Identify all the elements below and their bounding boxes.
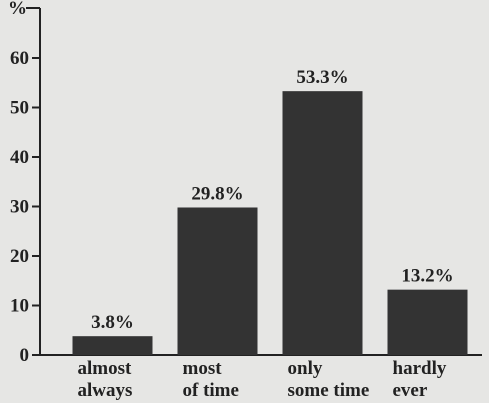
value-label: 53.3%: [296, 67, 348, 88]
x-tick-label: almost always: [78, 358, 133, 401]
bar: [72, 336, 153, 355]
x-tick-label: most of time: [183, 358, 239, 401]
y-tick-label: 50: [10, 98, 29, 119]
bar: [177, 207, 258, 355]
y-tick-label: 60: [10, 48, 29, 69]
value-label: 29.8%: [191, 183, 243, 204]
y-axis-label: %: [8, 0, 27, 19]
y-tick-label: 10: [10, 296, 29, 317]
x-tick-label: hardly ever: [393, 358, 447, 401]
y-tick-label: 20: [10, 246, 29, 267]
y-tick-label: 0: [20, 345, 30, 366]
bar: [387, 289, 468, 355]
y-tick-label: 30: [10, 197, 29, 218]
y-tick-label: 40: [10, 147, 29, 168]
bar: [282, 91, 363, 355]
value-label: 3.8%: [91, 312, 134, 333]
value-label: 13.2%: [401, 266, 453, 287]
x-tick-label: only some time: [288, 358, 370, 401]
